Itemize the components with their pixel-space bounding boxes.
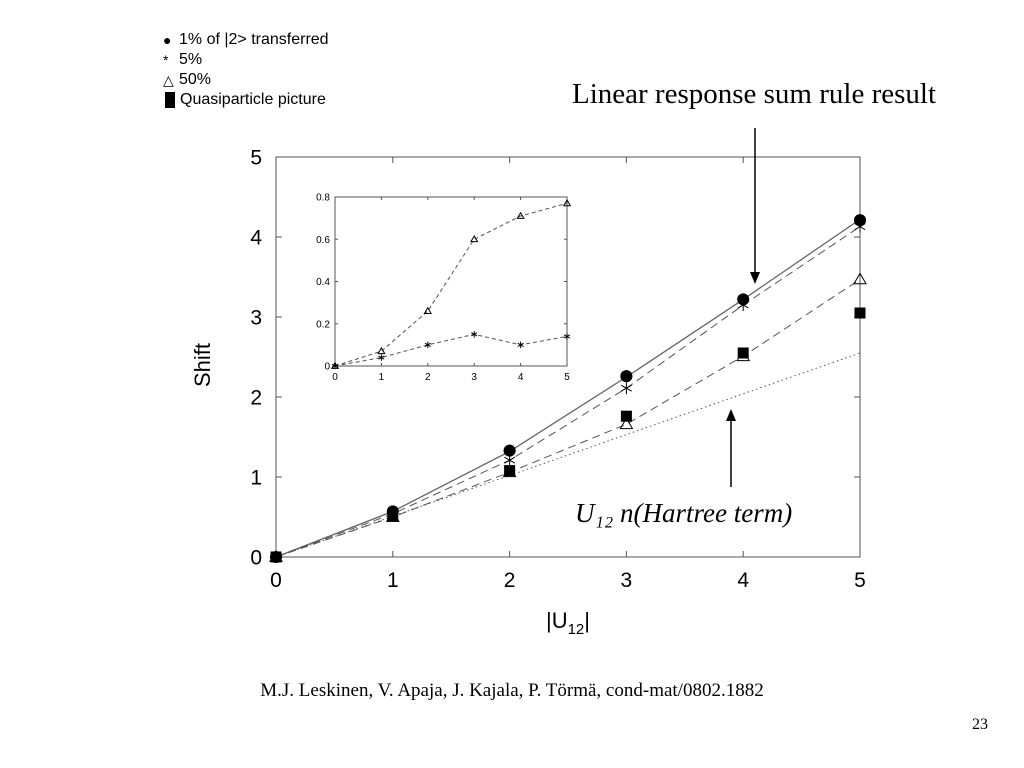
data-point [516,211,525,219]
legend-label: 50% [179,71,212,88]
data-point [470,234,479,243]
data-point [620,410,632,422]
data-point [620,370,633,383]
y-tick-label: 0 [250,546,262,569]
legend-item-quasiparticle: Quasiparticle picture [163,90,329,110]
legend: ● 1% of |2> transferred * 5% △ 50% Quasi… [163,30,329,110]
x-axis-label: |U12| [546,608,590,638]
data-point [377,346,386,355]
y-tick-label: 0.4 [316,277,330,288]
x-tick-label: 1 [387,569,399,592]
x-tick-label: 3 [471,372,477,383]
data-point [563,333,571,340]
x-tick-label: 1 [379,372,385,383]
star-marker-icon: * [163,52,169,68]
plot-frame [334,196,568,367]
series-line [275,278,861,558]
data-point [854,220,866,233]
data-point [853,272,867,285]
y-tick-label: 0.2 [316,319,330,330]
data-point [737,347,749,359]
hartree-annotation: U₁₂ n(Hartree term) [575,498,792,528]
x-tick-label: 0 [270,569,282,592]
data-point [504,465,516,477]
data-point [620,382,632,395]
y-tick-label: 5 [250,146,262,169]
triangle-marker-icon: △ [163,72,174,88]
inset-plot: 0 1 2 3 4 5 0 0.2 0.4 0.6 0.8 [316,193,572,383]
series-line [334,333,568,367]
data-point [562,199,572,207]
legend-label: 1% of |2> transferred [179,31,329,48]
circle-marker-icon: ● [163,32,172,48]
y-tick-label: 2 [250,386,262,409]
linear-response-arrowhead [750,272,760,284]
data-point [331,362,339,370]
page-number: 23 [972,716,988,733]
x-tick-label: 2 [504,569,516,592]
legend-label: 5% [179,51,203,68]
y-axis-label: Shift [190,343,215,387]
data-point [504,454,516,467]
y-tick-label: 0.6 [316,235,330,246]
x-tick-label: 0 [332,372,338,383]
hartree-arrowhead [726,409,736,421]
data-point [387,510,399,522]
data-point [424,341,431,349]
data-point [854,307,866,319]
y-tick-label: 3 [250,306,262,329]
x-tick-label: 2 [425,372,431,383]
data-point [471,331,478,338]
annotation-layer: U₁₂ n(Hartree term) [575,128,792,528]
y-tick-label: 4 [250,226,262,249]
y-tick-label: 1 [250,466,262,489]
data-point [503,444,516,457]
x-tick-label: 4 [518,372,524,383]
data-point [619,417,634,430]
data-point [517,341,524,349]
y-tick-label: 0.8 [316,193,330,204]
data-point [270,551,282,563]
series-line [334,202,568,367]
linear-response-annotation: Linear response sum rule result [572,78,937,110]
x-tick-label: 5 [564,372,570,383]
legend-item-5pct: * 5% [163,50,329,70]
x-tick-label: 4 [737,569,749,592]
legend-item-1pct: ● 1% of |2> transferred [163,30,329,50]
data-point [378,354,385,361]
data-point [423,306,432,314]
citation: M.J. Leskinen, V. Apaja, J. Kajala, P. T… [260,680,764,701]
series-line [275,218,861,558]
legend-label: Quasiparticle picture [180,91,326,108]
square-marker-icon [165,92,175,108]
data-point [853,214,867,227]
legend-item-50pct: △ 50% [163,70,329,90]
data-point [737,298,749,312]
y-tick-label: 0 [324,362,330,373]
x-tick-label: 5 [854,569,866,592]
x-tick-label: 3 [621,569,633,592]
